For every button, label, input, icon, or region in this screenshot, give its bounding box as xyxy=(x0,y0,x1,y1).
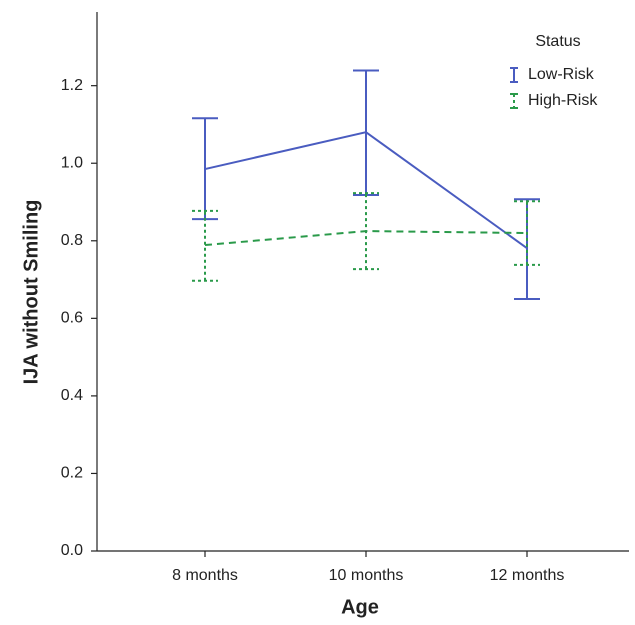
legend-label: Low-Risk xyxy=(528,66,595,83)
x-tick-label: 12 months xyxy=(490,567,565,584)
y-axis-label: IJA without Smiling xyxy=(20,200,42,385)
y-tick-label: 1.2 xyxy=(61,77,83,94)
x-tick-label: 10 months xyxy=(329,567,404,584)
y-tick-label: 0.0 xyxy=(61,542,83,559)
y-tick-label: 0.8 xyxy=(61,232,83,249)
y-tick-label: 0.4 xyxy=(61,387,83,404)
x-axis-label: Age xyxy=(341,596,379,618)
legend-label: High-Risk xyxy=(528,92,598,109)
x-tick-label: 8 months xyxy=(172,567,238,584)
y-tick-label: 0.6 xyxy=(61,310,83,327)
series-line xyxy=(204,131,528,249)
legend-title: Status xyxy=(535,33,580,50)
y-tick-label: 1.0 xyxy=(61,154,83,171)
y-tick-label: 0.2 xyxy=(61,465,83,482)
series-line xyxy=(204,230,528,247)
